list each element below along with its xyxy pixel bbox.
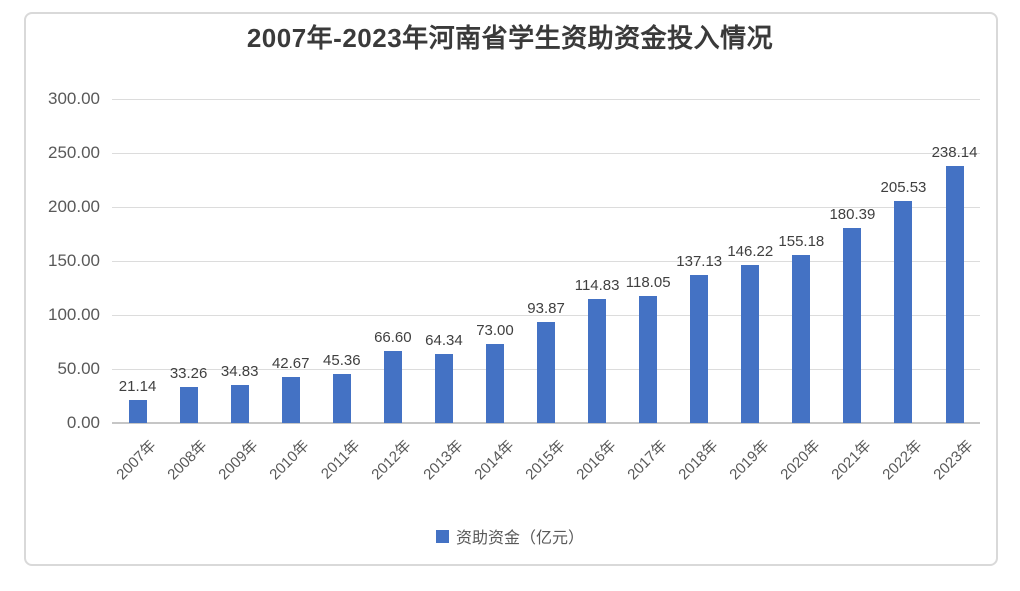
data-label: 34.83	[220, 363, 259, 381]
bar-column: 114.83	[572, 99, 623, 423]
bar-column: 64.34	[418, 99, 469, 423]
bar-2008年[interactable]	[179, 387, 198, 423]
chart-frame	[24, 12, 998, 566]
bar-column: 155.18	[776, 99, 827, 423]
y-tick-label: 100.00	[48, 305, 100, 324]
x-axis-line	[112, 422, 980, 424]
bar-column: 73.00	[469, 99, 520, 423]
data-label: 155.18	[778, 233, 825, 251]
gridline	[112, 207, 980, 208]
bar-2014年[interactable]	[485, 344, 504, 423]
y-tick-label: 0.00	[66, 413, 100, 432]
data-label: 33.26	[169, 365, 208, 383]
bar-2010年[interactable]	[281, 376, 300, 423]
bar-2011年[interactable]	[332, 374, 351, 423]
bar-column: 137.13	[674, 99, 725, 423]
data-label: 205.53	[880, 179, 927, 197]
data-label: 73.00	[476, 322, 514, 340]
bar-column: 33.26	[163, 99, 214, 423]
gridline	[112, 315, 980, 316]
data-label: 21.14	[118, 378, 157, 396]
bar-2009年[interactable]	[230, 385, 249, 423]
data-label: 93.87	[527, 299, 565, 317]
bar-series: 21.14 33.26 34.83 42.67 45.36 66.60 64.34 73.00…	[112, 99, 980, 423]
y-tick-label: 250.00	[48, 143, 100, 162]
y-tick-label: 150.00	[48, 251, 100, 270]
plot-area: 21.14 33.26 34.83 42.67 45.36 66.60 64.34 73.00…	[112, 99, 980, 424]
bar-column: 205.53	[878, 99, 929, 423]
bar-2020年[interactable]	[792, 255, 811, 423]
gridline	[112, 153, 980, 154]
bar-column: 21.14	[112, 99, 163, 423]
data-label: 118.05	[625, 273, 671, 291]
y-tick-label: 200.00	[48, 197, 100, 216]
bar-column: 146.22	[725, 99, 776, 423]
bar-column: 93.87	[521, 99, 572, 423]
bar-2017年[interactable]	[639, 295, 658, 423]
data-label: 238.14	[931, 143, 978, 161]
data-label: 42.67	[271, 354, 310, 372]
bar-column: 180.39	[827, 99, 878, 423]
data-label: 66.60	[374, 329, 412, 347]
bar-2018年[interactable]	[690, 274, 709, 423]
gridline	[112, 99, 980, 100]
bar-2023年[interactable]	[945, 165, 964, 423]
bar-2013年[interactable]	[434, 353, 453, 423]
bar-2012年[interactable]	[383, 351, 402, 423]
data-label: 146.22	[727, 243, 774, 261]
bar-2021年[interactable]	[843, 228, 862, 423]
bar-2015年[interactable]	[537, 321, 556, 423]
y-tick-label: 300.00	[48, 89, 100, 108]
data-label: 137.13	[676, 252, 723, 270]
legend: 资助资金（亿元）	[0, 524, 1020, 548]
y-tick-label: 50.00	[57, 359, 100, 378]
data-label: 114.83	[574, 276, 620, 294]
data-label: 45.36	[323, 352, 361, 370]
gridline	[112, 261, 980, 262]
bar-column: 66.60	[367, 99, 418, 423]
data-label: 64.34	[425, 331, 463, 349]
bar-2022年[interactable]	[894, 201, 913, 423]
bar-column: 238.14	[929, 99, 980, 423]
bar-column: 118.05	[623, 99, 674, 423]
bar-column: 34.83	[214, 99, 265, 423]
bar-2016年[interactable]	[588, 298, 607, 423]
bar-column: 42.67	[265, 99, 316, 423]
chart-title: 2007年-2023年河南省学生资助资金投入情况	[246, 23, 774, 53]
bar-2019年[interactable]	[741, 265, 760, 423]
bar-2007年[interactable]	[128, 400, 147, 423]
legend-label: 资助资金（亿元）	[455, 530, 584, 547]
data-label: 180.39	[829, 206, 876, 224]
bar-column: 45.36	[316, 99, 367, 423]
legend-marker-icon	[435, 529, 449, 543]
